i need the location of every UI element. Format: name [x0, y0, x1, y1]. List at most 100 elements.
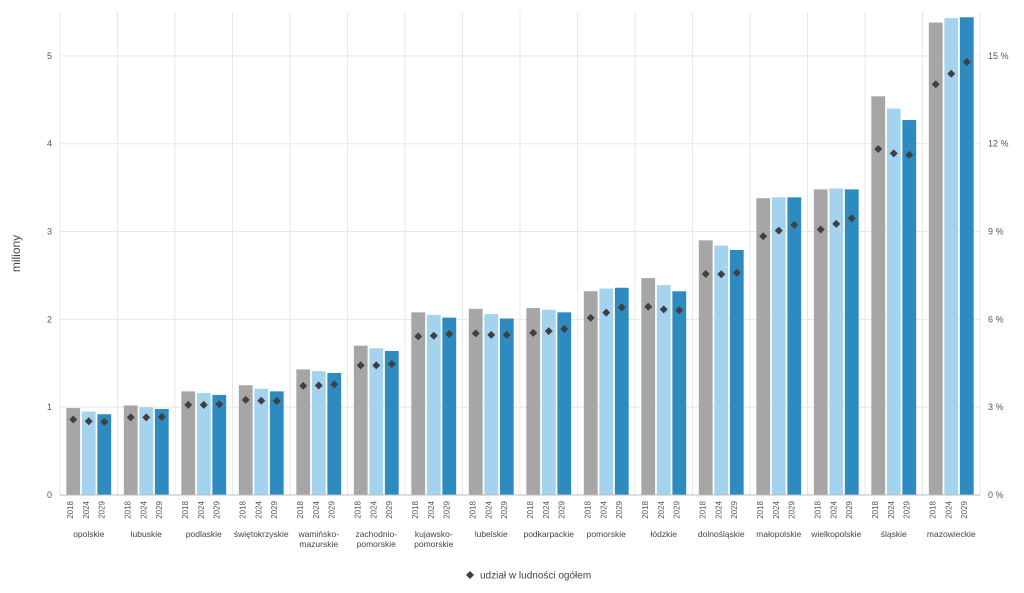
year-label: 2024: [829, 500, 838, 518]
bar: [944, 18, 958, 495]
bar: [887, 109, 901, 495]
year-label: 2029: [672, 500, 681, 518]
year-label: 2018: [641, 500, 650, 518]
category-label: mazowieckie: [927, 529, 976, 539]
category-label: małopolskie: [756, 529, 801, 539]
year-label: 2018: [756, 500, 765, 518]
year-label: 2024: [82, 500, 91, 518]
bar: [155, 409, 169, 495]
bar: [902, 120, 916, 495]
year-label: 2029: [97, 500, 106, 518]
y-left-tick-label: 3: [47, 227, 52, 237]
category-label: lubelskie: [475, 529, 508, 539]
year-label: 2018: [239, 500, 248, 518]
category-label: opolskie: [73, 529, 104, 539]
bar: [442, 318, 456, 495]
year-label: 2029: [557, 500, 566, 518]
year-label: 2024: [312, 500, 321, 518]
category-label: łódzkie: [651, 529, 678, 539]
category-label: zachodnio-: [355, 529, 397, 539]
category-label: pomorskie: [587, 529, 626, 539]
bar: [714, 246, 728, 495]
category-label: podkarpackie: [523, 529, 574, 539]
year-label: 2029: [960, 500, 969, 518]
year-label: 2029: [615, 500, 624, 518]
bar: [845, 189, 859, 495]
year-label: 2029: [442, 500, 451, 518]
bar: [212, 395, 226, 495]
bar: [672, 291, 686, 495]
year-label: 2024: [772, 500, 781, 518]
category-label: kujawsko-: [415, 529, 453, 539]
bar: [772, 197, 786, 495]
year-label: 2029: [902, 500, 911, 518]
category-label: lubuskie: [131, 529, 162, 539]
bar: [829, 189, 843, 495]
year-label: 2024: [369, 500, 378, 518]
bar: [312, 371, 326, 495]
bar: [369, 348, 383, 495]
y-left-tick-label: 1: [47, 402, 52, 412]
year-label: 2029: [155, 500, 164, 518]
category-label: mazurskie: [299, 539, 338, 549]
bar: [615, 288, 629, 495]
category-label: dolnośląskie: [698, 529, 745, 539]
year-label: 2024: [599, 500, 608, 518]
bar: [427, 315, 441, 495]
bar: [500, 318, 514, 495]
y-right-tick-label: 9 %: [988, 227, 1004, 237]
category-label: świętokrzyskie: [234, 529, 289, 539]
year-label: 2029: [385, 500, 394, 518]
year-label: 2018: [411, 500, 420, 518]
bar: [327, 373, 341, 495]
year-label: 2024: [254, 500, 263, 518]
bar: [484, 314, 498, 495]
year-label: 2029: [845, 500, 854, 518]
y-left-tick-label: 4: [47, 139, 52, 149]
category-label: wamińsko-: [297, 529, 339, 539]
y-left-axis-label: miliony: [9, 235, 23, 272]
category-label: podlaskie: [186, 529, 222, 539]
bar: [756, 198, 770, 495]
category-label: śląskie: [881, 529, 907, 539]
year-label: 2029: [500, 500, 509, 518]
bar: [542, 310, 556, 495]
year-label: 2018: [699, 500, 708, 518]
year-label: 2024: [887, 500, 896, 518]
bar: [97, 414, 111, 495]
year-label: 2018: [814, 500, 823, 518]
year-label: 2024: [657, 500, 666, 518]
y-right-tick-label: 0 %: [988, 490, 1004, 500]
year-label: 2018: [871, 500, 880, 518]
y-right-tick-label: 3 %: [988, 402, 1004, 412]
y-left-tick-label: 5: [47, 51, 52, 61]
category-label: pomorskie: [414, 539, 453, 549]
bar: [699, 240, 713, 495]
year-label: 2024: [484, 500, 493, 518]
bar: [657, 285, 671, 495]
category-label: pomorskie: [357, 539, 396, 549]
year-label: 2024: [542, 500, 551, 518]
y-left-tick-label: 2: [47, 314, 52, 324]
year-label: 2018: [181, 500, 190, 518]
year-label: 2018: [66, 500, 75, 518]
year-label: 2018: [124, 500, 133, 518]
year-label: 2018: [584, 500, 593, 518]
y-right-tick-label: 15 %: [988, 51, 1009, 61]
y-right-tick-label: 6 %: [988, 314, 1004, 324]
year-label: 2018: [526, 500, 535, 518]
bar: [871, 96, 885, 495]
year-label: 2018: [296, 500, 305, 518]
bar: [270, 391, 284, 495]
year-label: 2018: [354, 500, 363, 518]
year-label: 2029: [730, 500, 739, 518]
bar: [814, 189, 828, 495]
bar: [730, 250, 744, 495]
bar: [599, 289, 613, 495]
category-label: wielkopolskie: [810, 529, 861, 539]
year-label: 2018: [469, 500, 478, 518]
year-label: 2024: [197, 500, 206, 518]
year-label: 2024: [944, 500, 953, 518]
bar: [557, 312, 571, 495]
y-right-tick-label: 12 %: [988, 139, 1009, 149]
